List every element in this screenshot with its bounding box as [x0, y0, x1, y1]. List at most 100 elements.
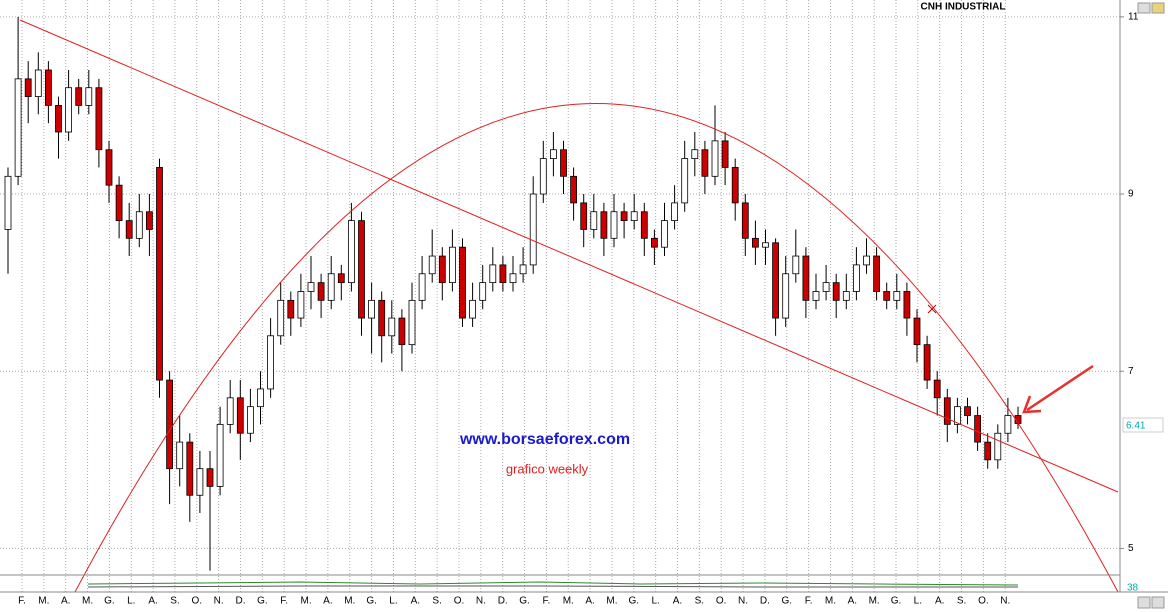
- candle-body: [347, 220, 355, 284]
- candle-body: [145, 211, 153, 230]
- marker: [927, 304, 937, 314]
- icon[interactable]: [1151, 596, 1165, 609]
- candle-body: [943, 397, 951, 425]
- y-tick-label: 5: [1128, 543, 1134, 554]
- candle-body: [4, 175, 12, 230]
- candle-body: [651, 237, 658, 248]
- x-tick-label: O.: [978, 596, 989, 607]
- candle-body: [459, 246, 466, 319]
- candle-body: [630, 211, 638, 222]
- x-tick-label: A.: [148, 596, 157, 607]
- x-tick-label: S.: [170, 596, 179, 607]
- candle-body: [842, 291, 850, 301]
- candle-body: [125, 220, 133, 239]
- candle-body: [95, 87, 103, 151]
- x-tick-label: M.: [82, 596, 93, 607]
- x-tick-label: M.: [869, 596, 880, 607]
- x-tick-label: S.: [432, 596, 441, 607]
- x-tick-label: M.: [300, 596, 311, 607]
- x-tick-label: S.: [695, 596, 704, 607]
- x-tick-label: F.: [805, 596, 813, 607]
- candle-body: [539, 158, 547, 195]
- candle-body: [620, 211, 628, 222]
- candle-body: [297, 291, 305, 319]
- x-tick-label: M.: [344, 596, 355, 607]
- candle-body: [448, 246, 456, 284]
- candles: [4, 16, 1022, 571]
- annotation: grafico weekly: [506, 461, 589, 476]
- candle-body: [671, 202, 678, 222]
- candle-body: [560, 149, 567, 177]
- x-tick-label: S.: [957, 596, 966, 607]
- candle-body: [923, 344, 931, 381]
- candle-body: [812, 291, 820, 301]
- x-tick-label: O.: [454, 596, 465, 607]
- candle-body: [954, 406, 961, 425]
- candle-body: [398, 317, 406, 346]
- candle-body: [792, 255, 800, 275]
- last-price-label: 6.41: [1126, 421, 1146, 432]
- x-tick-label: G.: [781, 596, 792, 607]
- candle-body: [45, 69, 52, 106]
- trend-line: [19, 19, 1119, 493]
- x-tick-label: N.: [476, 596, 486, 607]
- x-tick-label: N.: [1000, 596, 1010, 607]
- x-tick-label: N.: [738, 596, 748, 607]
- icon[interactable]: [1137, 2, 1151, 14]
- candle-body: [75, 87, 83, 106]
- x-tick-label: F.: [280, 596, 288, 607]
- candle-body: [590, 211, 598, 230]
- candle-body: [752, 237, 759, 248]
- annotation: www.borsaeforex.com: [459, 431, 630, 448]
- candle-body: [489, 264, 497, 284]
- candle-body: [196, 468, 204, 496]
- candle-body: [267, 335, 275, 390]
- candle-body: [762, 242, 769, 248]
- candle-body: [903, 291, 911, 319]
- candle-body: [246, 406, 254, 434]
- candle-body: [307, 282, 315, 292]
- candle-body: [822, 282, 830, 292]
- candle-body: [964, 406, 971, 416]
- last-price-box: [1122, 417, 1164, 433]
- x-tick-label: G.: [257, 596, 268, 607]
- arrow: [1022, 364, 1094, 414]
- arc-line: [74, 103, 1119, 593]
- candle-body: [368, 299, 376, 319]
- candle-body: [984, 441, 992, 461]
- x-tick-label: A.: [61, 596, 70, 607]
- candle-body: [479, 282, 487, 301]
- candle-body: [853, 264, 860, 292]
- candle-body: [105, 149, 113, 186]
- candle-body: [55, 105, 62, 133]
- candle-body: [509, 273, 517, 284]
- candle-body: [469, 299, 477, 319]
- candle-body: [418, 273, 426, 301]
- candle-body: [600, 211, 608, 239]
- candle-body: [893, 291, 901, 301]
- icon[interactable]: [1137, 596, 1151, 609]
- candle-body: [580, 202, 588, 230]
- x-tick-label: A.: [935, 596, 944, 607]
- candle-body: [974, 415, 981, 443]
- candle-body: [34, 69, 42, 97]
- y-tick-label: 7: [1128, 366, 1134, 377]
- candle-body: [277, 299, 285, 337]
- x-tick-label: A.: [673, 596, 682, 607]
- candle-body: [216, 423, 224, 487]
- x-tick-label: M.: [563, 596, 574, 607]
- x-tick-label: G.: [104, 596, 115, 607]
- candle-body: [782, 273, 790, 319]
- candle-body: [24, 78, 32, 97]
- x-tick-label: A.: [411, 596, 420, 607]
- x-tick-label: G.: [891, 596, 902, 607]
- icon[interactable]: [1151, 2, 1165, 14]
- indicator-label: 38: [1127, 583, 1139, 594]
- candle-body: [408, 299, 416, 346]
- candle-body: [610, 211, 618, 239]
- x-tick-label: L.: [127, 596, 135, 607]
- grid: [0, 0, 1124, 592]
- x-tick-label: A.: [323, 596, 332, 607]
- candle-body: [317, 282, 325, 301]
- x-tick-label: F.: [543, 596, 551, 607]
